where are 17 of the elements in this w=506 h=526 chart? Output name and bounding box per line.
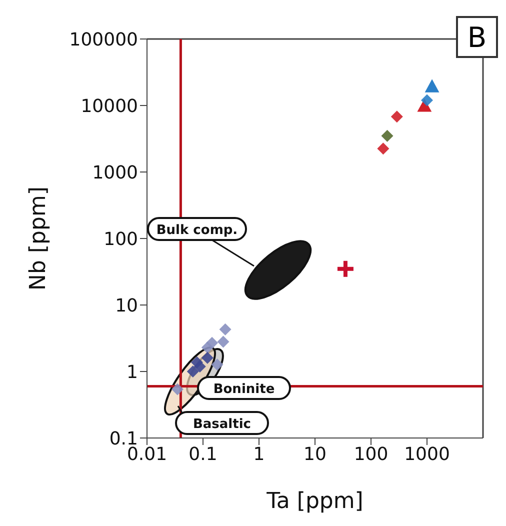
x-axis-title: Ta [ppm] (266, 489, 364, 514)
annotation: Basaltic (192, 417, 252, 432)
annotation: Boninite (213, 382, 275, 397)
x-tick-label: 100 (354, 444, 388, 465)
y-tick-label: 10 (115, 295, 138, 316)
x-tick-label: 1000 (404, 444, 450, 465)
x-tick-label: 1 (253, 444, 265, 465)
y-axis-title: Nb [ppm] (26, 186, 51, 290)
y-tick-label: 100000 (69, 29, 138, 50)
annotation: Bulk comp. (156, 223, 238, 238)
y-tick-label: 100 (104, 228, 138, 250)
y-tick-label: 1000 (92, 162, 138, 184)
y-tick-label: 1 (126, 362, 138, 383)
annotation: B (456, 16, 498, 58)
x-tick-label: 10 (304, 444, 326, 465)
x-tick-label: 0.1 (188, 444, 218, 465)
y-tick-label: 10000 (80, 96, 138, 117)
